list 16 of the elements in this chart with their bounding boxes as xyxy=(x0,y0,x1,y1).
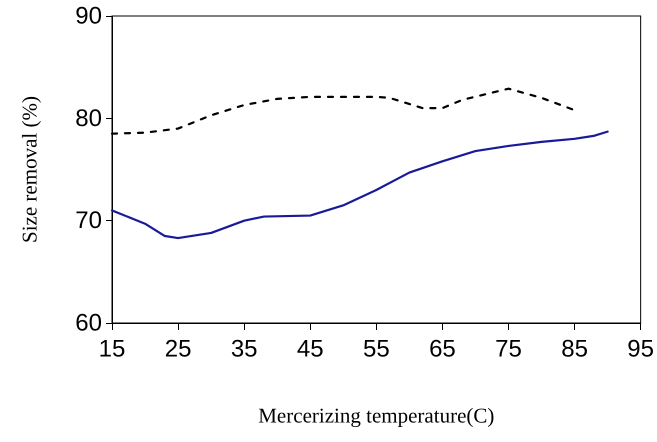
y-tick-label: 70 xyxy=(75,207,102,234)
x-tick-label: 25 xyxy=(164,336,192,362)
x-axis-title: Mercerizing temperature(C) xyxy=(258,404,494,428)
y-tick-label: 80 xyxy=(75,104,102,132)
x-tick-label: 85 xyxy=(561,336,588,362)
x-tick-label: 65 xyxy=(429,336,456,362)
x-tick-label: 75 xyxy=(495,336,522,362)
y-tick-label: 90 xyxy=(75,2,102,30)
y-tick-label: 60 xyxy=(75,310,102,336)
x-tick-label: 55 xyxy=(362,336,390,362)
y-axis-title: Size removal (%) xyxy=(18,96,42,243)
x-tick-label: 35 xyxy=(230,336,258,362)
x-tick-label: 95 xyxy=(627,336,654,362)
x-tick-label: 15 xyxy=(98,336,126,362)
x-tick-label: 45 xyxy=(296,336,324,362)
line-series xyxy=(110,130,609,240)
